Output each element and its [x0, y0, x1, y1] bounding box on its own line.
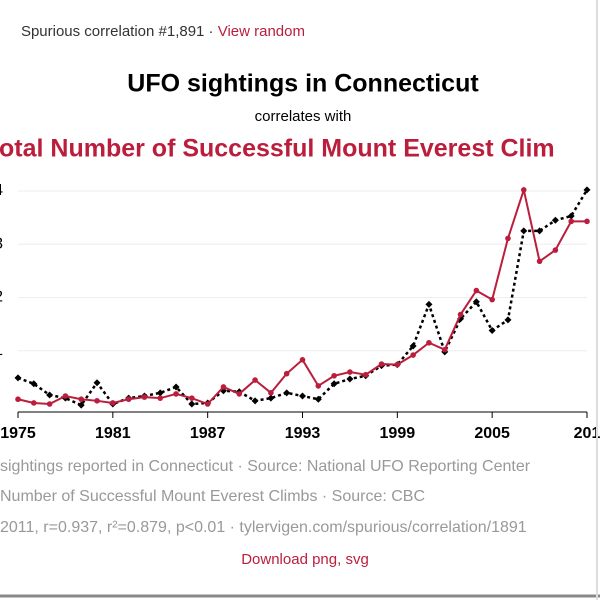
- point: [583, 186, 591, 194]
- point: [125, 396, 132, 403]
- point: [536, 227, 544, 235]
- point: [46, 391, 54, 399]
- point: [189, 395, 195, 401]
- point: [347, 369, 353, 375]
- point: [362, 371, 369, 378]
- point: [520, 227, 528, 235]
- point: [173, 391, 179, 397]
- x-tick-label: 1993: [285, 425, 321, 442]
- point: [505, 235, 511, 242]
- header-text: Spurious correlation #1,891 ·: [21, 23, 218, 40]
- point: [172, 383, 180, 391]
- point: [156, 389, 164, 397]
- point: [157, 395, 164, 401]
- point: [410, 352, 416, 358]
- connector: correlates with: [255, 108, 352, 125]
- point: [473, 287, 480, 294]
- point: [472, 298, 480, 306]
- point: [299, 357, 306, 363]
- point: [62, 393, 69, 399]
- footer-line: 2011, r=0.937, r²=0.879, p<0.01 · tylerv…: [0, 519, 527, 536]
- point: [252, 377, 258, 383]
- point: [551, 216, 559, 224]
- point: [77, 401, 85, 409]
- series-line: [17, 186, 587, 406]
- point: [30, 380, 38, 388]
- point: [204, 401, 211, 407]
- footer-line: Number of Successful Mount Everest Climb…: [0, 488, 425, 505]
- point: [457, 311, 464, 318]
- point: [268, 390, 274, 396]
- point: [330, 380, 338, 388]
- point: [536, 258, 543, 265]
- y-tick-label: 2: [0, 289, 3, 306]
- y-tick-label: 3: [0, 235, 3, 252]
- point: [425, 300, 433, 308]
- point: [504, 316, 512, 324]
- x-tick-label: 2005: [474, 425, 510, 442]
- point: [489, 296, 495, 303]
- point: [552, 247, 559, 253]
- point: [409, 342, 417, 350]
- point: [110, 400, 116, 406]
- point: [220, 384, 227, 390]
- point: [488, 327, 496, 335]
- x-tick-label: 1981: [95, 425, 131, 442]
- y-tick-label: 4: [0, 182, 3, 199]
- point: [584, 218, 590, 225]
- point: [394, 361, 401, 368]
- point: [441, 346, 448, 353]
- point: [331, 372, 337, 379]
- point: [236, 391, 243, 397]
- point: [567, 212, 575, 220]
- point: [426, 339, 432, 346]
- x-tick-label: 1999: [380, 425, 416, 442]
- point: [251, 397, 259, 405]
- x-tick-label: 1975: [0, 425, 36, 442]
- point: [78, 396, 85, 403]
- point: [141, 394, 148, 400]
- point: [31, 400, 37, 406]
- chart-title: UFO sightings in Connecticut: [127, 70, 479, 98]
- x-tick-label: 201: [574, 425, 600, 442]
- point: [188, 400, 196, 408]
- point: [378, 361, 385, 367]
- point: [15, 396, 21, 403]
- point: [346, 375, 354, 383]
- y-tick-label: 1: [0, 342, 3, 359]
- x-tick-label: 1987: [190, 425, 226, 442]
- point: [314, 395, 322, 403]
- download-link[interactable]: Download png, svg: [241, 551, 369, 568]
- header: Spurious correlation #1,891 · View rando…: [21, 23, 305, 40]
- point: [93, 379, 101, 387]
- point: [267, 394, 275, 402]
- point: [14, 374, 22, 382]
- chart-subtitle: otal Number of Successful Mount Everest …: [0, 135, 555, 163]
- footer-line: sightings reported in Connecticut · Sour…: [0, 458, 531, 475]
- point: [315, 383, 322, 389]
- point: [568, 218, 574, 225]
- point: [520, 187, 527, 193]
- point: [299, 392, 306, 400]
- point: [94, 398, 100, 404]
- view-random-link[interactable]: View random: [218, 23, 305, 40]
- point: [283, 370, 290, 377]
- point: [46, 401, 53, 407]
- plot: 1 2 3 4 1975 1981 1987 1993 1999 2005 201: [0, 182, 600, 442]
- point: [283, 389, 291, 397]
